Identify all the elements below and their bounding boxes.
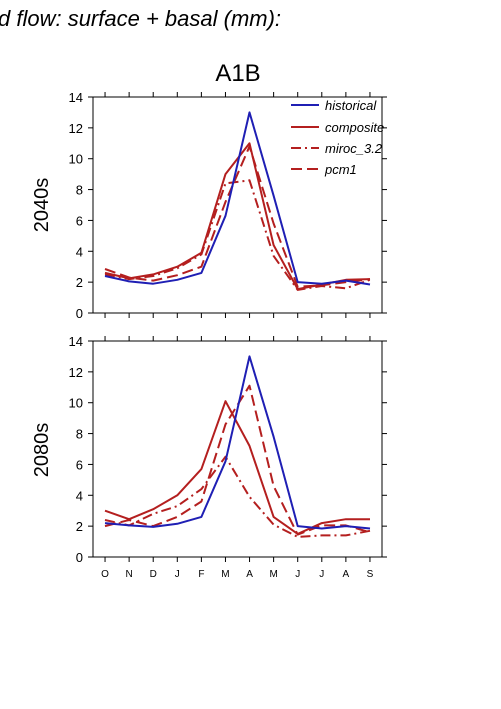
x-tick-label-6: A (246, 569, 253, 580)
series-line-pcm1-2080s (104, 384, 371, 536)
x-tick-label-0: O (101, 569, 109, 580)
y-tick-label-2040s-6: 6 (76, 213, 83, 228)
x-tick-label-11: S (367, 569, 374, 580)
x-tick-label-3: J (175, 569, 180, 580)
y-tick-label-2040s-0: 0 (76, 306, 83, 321)
series-line-miroc-3-2-2080s (104, 455, 371, 538)
x-tick-label-4: F (198, 569, 204, 580)
series-line-composite-2080s (104, 400, 370, 535)
x-tick-label-5: M (221, 569, 229, 580)
panel-2040s: 0 2 4 6 8 10 12 14 (69, 90, 387, 321)
y-tick-label-2080s-12: 12 (69, 365, 83, 380)
legend-label-historical: historical (325, 98, 377, 113)
row-label-2040s: 2040s (31, 178, 53, 233)
series-line-miroc-3-2-2040s (104, 179, 371, 291)
y-tick-label-2080s-2: 2 (76, 519, 83, 534)
x-tick-label-8: J (295, 569, 300, 580)
row-label-2080s: 2080s (31, 423, 53, 478)
series-line-historical-2080s (104, 355, 371, 530)
y-tick-label-2080s-10: 10 (69, 396, 83, 411)
x-tick-label-9: J (319, 569, 324, 580)
legend-label-miroc-3-2: miroc_3.2 (325, 141, 383, 156)
x-tick-label-7: M (269, 569, 277, 580)
y-tick-label-2040s-12: 12 (69, 121, 83, 136)
legend: historical composite miroc_3.2 pcm1 (291, 98, 384, 177)
x-tick-label-2: D (150, 569, 157, 580)
series-line-historical-2040s (104, 111, 371, 286)
scenario-title: A1B (215, 60, 260, 87)
y-tick-label-2040s-2: 2 (76, 275, 83, 290)
y-tick-label-2040s-14: 14 (69, 90, 83, 105)
y-tick-label-2040s-10: 10 (69, 152, 83, 167)
y-tick-label-2040s-4: 4 (76, 244, 83, 259)
y-tick-label-2040s-8: 8 (76, 183, 83, 198)
legend-label-composite: composite (325, 120, 384, 135)
y-tick-label-2080s-8: 8 (76, 427, 83, 442)
y-tick-label-2080s-0: 0 (76, 550, 83, 565)
plot-frame-2080s (92, 340, 383, 558)
plot-frame-2040s (92, 96, 383, 314)
y-tick-label-2080s-4: 4 (76, 488, 83, 503)
panel-2080s: 0 2 4 6 8 10 12 14 O N D J F M A M J J A S (69, 334, 387, 580)
y-tick-label-2080s-14: 14 (69, 334, 83, 349)
legend-label-pcm1: pcm1 (324, 162, 357, 177)
x-tick-label-10: A (343, 569, 350, 580)
x-tick-label-1: N (126, 569, 133, 580)
figure-title: d flow: surface + basal (mm): (0, 6, 281, 31)
y-tick-label-2080s-6: 6 (76, 457, 83, 472)
